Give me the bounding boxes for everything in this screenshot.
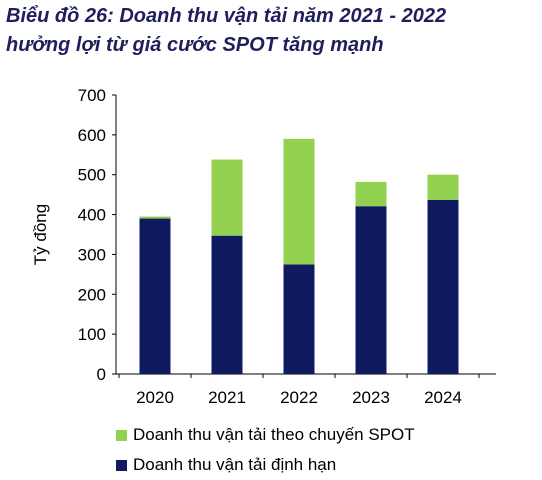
y-tick-label: 300	[78, 245, 106, 264]
x-tick-label: 2024	[424, 388, 462, 407]
y-tick-label: 0	[97, 365, 106, 384]
y-tick-label: 200	[78, 285, 106, 304]
y-tick-label: 100	[78, 325, 106, 344]
bar-spot-2021	[211, 159, 243, 236]
y-tick-label: 700	[78, 86, 106, 105]
bar-spot-2023	[355, 181, 387, 207]
y-tick-label: 600	[78, 126, 106, 145]
bar-fixed-2020	[139, 218, 171, 374]
legend-item-fixed: Doanh thu vận tải định hạn	[116, 450, 415, 480]
bar-fixed-2022	[283, 264, 315, 374]
bar-spot-2024	[427, 174, 459, 200]
chart-title-line-2: hưởng lợi từ giá cước SPOT tăng mạnh	[6, 34, 384, 56]
legend-item-spot: Doanh thu vận tải theo chuyến SPOT	[116, 420, 415, 450]
legend-swatch-spot	[116, 429, 127, 441]
legend: Doanh thu vận tải theo chuyến SPOT Doanh…	[116, 420, 415, 480]
bar-fixed-2023	[355, 206, 387, 374]
legend-swatch-fixed	[116, 459, 127, 471]
bar-spot-2022	[283, 138, 315, 265]
bar-spot-2020	[139, 216, 171, 219]
x-tick-label: 2020	[136, 388, 174, 407]
y-axis-label: Tỷ đồng	[31, 204, 50, 265]
bar-fixed-2024	[427, 199, 459, 374]
legend-label-spot: Doanh thu vận tải theo chuyến SPOT	[133, 425, 415, 444]
chart-title: Biểu đồ 26: Doanh thu vận tải năm 2021 -…	[6, 2, 540, 60]
legend-label-fixed: Doanh thu vận tải định hạn	[133, 455, 337, 474]
y-tick-label: 500	[78, 166, 106, 185]
bar-fixed-2021	[211, 235, 243, 374]
x-tick-label: 2021	[208, 388, 246, 407]
x-tick-label: 2022	[280, 388, 318, 407]
x-tick-label: 2023	[352, 388, 390, 407]
y-tick-label: 400	[78, 206, 106, 225]
chart-title-line-1: Biểu đồ 26: Doanh thu vận tải năm 2021 -…	[6, 5, 447, 27]
